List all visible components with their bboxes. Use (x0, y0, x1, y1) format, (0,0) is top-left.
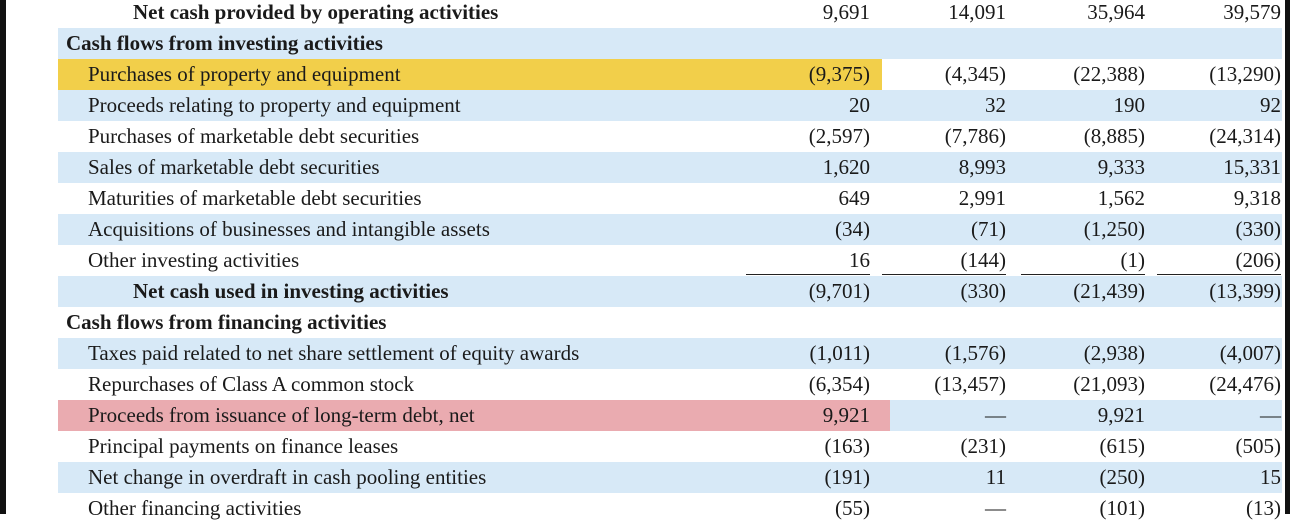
value-cell: (101) (1099, 496, 1146, 520)
row-label: Taxes paid related to net share settleme… (88, 341, 580, 365)
value-cell: 8,993 (958, 155, 1006, 179)
table-row: Cash flows from investing activities (58, 28, 1282, 59)
value-cell: (34) (835, 217, 870, 241)
value-cell: (4,007) (1219, 341, 1281, 365)
value-cell: (9,701) (808, 279, 870, 303)
value-cell: (21,093) (1073, 372, 1145, 396)
value-cell: (1,250) (1083, 217, 1145, 241)
value-cell: (330) (1235, 217, 1282, 241)
row-label: Cash flows from investing activities (66, 31, 383, 55)
table-row: Sales of marketable debt securities 1,620… (58, 152, 1282, 183)
screen-edge (1285, 0, 1290, 514)
value-cell: (2,597) (808, 124, 870, 148)
table-row: Net cash used in investing activities (9,… (58, 276, 1282, 307)
row-label: Net change in overdraft in cash pooling … (88, 465, 487, 489)
table-row: Taxes paid related to net share settleme… (58, 338, 1282, 369)
value-cell: (7,786) (944, 124, 1006, 148)
value-cell: 649 (838, 186, 871, 210)
value-cell: 9,921 (1097, 403, 1145, 427)
value-cell: — (1260, 403, 1281, 427)
value-cell: (250) (1099, 465, 1146, 489)
table-row: Purchases of property and equipment (9,37… (58, 59, 1282, 90)
value-cell: 15 (1260, 465, 1281, 489)
table-row: Acquisitions of businesses and intangibl… (58, 214, 1282, 245)
table-row: Principal payments on finance leases (163… (58, 431, 1282, 462)
value-cell: (13,457) (934, 372, 1006, 396)
value-cell: 39,579 (1223, 0, 1281, 24)
value-cell: (1) (1021, 245, 1145, 275)
value-cell: (1,576) (944, 341, 1006, 365)
value-cell: (71) (971, 217, 1006, 241)
value-cell: (191) (824, 465, 871, 489)
table-row: Purchases of marketable debt securities (… (58, 121, 1282, 152)
value-cell: 15,331 (1223, 155, 1281, 179)
value-cell: (1,011) (809, 341, 870, 365)
value-cell: (55) (835, 496, 870, 520)
value-cell: (21,439) (1073, 279, 1145, 303)
row-label: Net cash used in investing activities (133, 279, 449, 303)
table-row: Other investing activities 16 (144) (1) (206… (58, 245, 1282, 276)
highlight (58, 400, 890, 431)
value-cell: (4,345) (944, 62, 1006, 86)
value-cell: 11 (985, 465, 1006, 489)
screen-edge (0, 0, 6, 514)
value-cell: (330) (960, 279, 1007, 303)
row-label: Other investing activities (88, 248, 300, 272)
value-cell: 32 (985, 93, 1006, 117)
value-cell: 9,333 (1097, 155, 1145, 179)
row-label: Other financing activities (88, 496, 302, 520)
table-row: Repurchases of Class A common stock (6,35… (58, 369, 1282, 400)
row-label: Cash flows from financing activities (66, 310, 387, 334)
table-row: Proceeds from issuance of long-term debt… (58, 400, 1282, 431)
row-label: Proceeds relating to property and equipm… (88, 93, 461, 117)
value-cell: 14,091 (948, 0, 1006, 24)
value-cell: 9,318 (1233, 186, 1281, 210)
table-row: Net cash provided by operating activitie… (58, 0, 1282, 28)
value-cell: (505) (1235, 434, 1282, 458)
value-cell: 9,691 (822, 0, 870, 24)
value-cell: (144) (882, 245, 1006, 275)
row-label: Net cash provided by operating activitie… (133, 0, 499, 24)
row-label: Purchases of property and equipment (88, 62, 401, 86)
value-cell: 190 (1113, 93, 1146, 117)
row-label: Maturities of marketable debt securities (88, 186, 422, 210)
value-cell: — (985, 496, 1006, 520)
value-cell: (24,314) (1209, 124, 1281, 148)
value-cell: (6,354) (808, 372, 870, 396)
value-cell: (9,375) (808, 62, 870, 86)
value-cell: (22,388) (1073, 62, 1145, 86)
value-cell: (24,476) (1209, 372, 1281, 396)
row-label: Purchases of marketable debt securities (88, 124, 420, 148)
row-label: Principal payments on finance leases (88, 434, 399, 458)
table-row: Proceeds relating to property and equipm… (58, 90, 1282, 121)
table-row: Cash flows from financing activities (58, 307, 1282, 338)
value-cell: 16 (746, 245, 870, 275)
value-cell: 9,921 (822, 403, 870, 427)
value-cell: 1,562 (1097, 186, 1145, 210)
row-label: Acquisitions of businesses and intangibl… (88, 217, 490, 241)
value-cell: 35,964 (1087, 0, 1145, 24)
highlight (58, 59, 882, 90)
value-cell: (206) (1157, 245, 1281, 275)
value-cell: 1,620 (822, 155, 870, 179)
value-cell: — (985, 403, 1006, 427)
table-row: Maturities of marketable debt securities… (58, 183, 1282, 214)
value-cell: (231) (960, 434, 1007, 458)
value-cell: (13,399) (1209, 279, 1281, 303)
value-cell: 20 (849, 93, 870, 117)
value-cell: (163) (824, 434, 871, 458)
table-row: Net change in overdraft in cash pooling … (58, 462, 1282, 493)
value-cell: 2,991 (958, 186, 1006, 210)
row-label: Proceeds from issuance of long-term debt… (88, 403, 475, 427)
value-cell: (2,938) (1083, 341, 1145, 365)
value-cell: (8,885) (1083, 124, 1145, 148)
value-cell: (13) (1246, 496, 1281, 520)
value-cell: (13,290) (1209, 62, 1281, 86)
row-label: Repurchases of Class A common stock (88, 372, 415, 396)
value-cell: (615) (1099, 434, 1146, 458)
row-label: Sales of marketable debt securities (88, 155, 380, 179)
table-row: Other financing activities (55) — (101) (13) (58, 493, 1282, 524)
value-cell: 92 (1260, 93, 1281, 117)
